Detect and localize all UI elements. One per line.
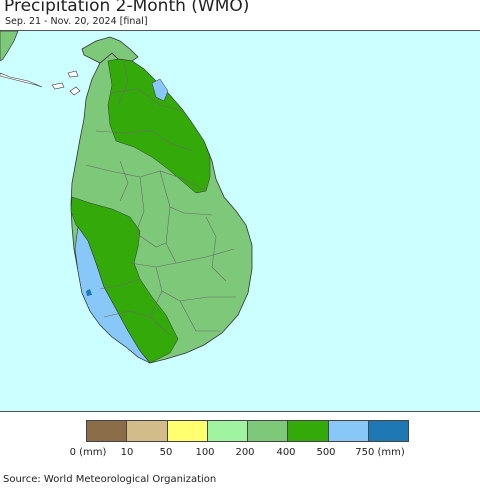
legend-tick-0: 0 (mm) [69, 447, 107, 458]
legend-swatch-3 [207, 421, 248, 441]
legend-swatch-1 [127, 421, 168, 441]
legend-swatch-6 [328, 421, 369, 441]
legend-swatch-4 [248, 421, 289, 441]
southwest-coast [74, 226, 151, 364]
india-landmass [0, 31, 19, 62]
legend-tick-5: 400 [276, 447, 296, 458]
legend-colorbar [86, 420, 409, 442]
legend-tick-2: 50 [159, 447, 173, 458]
trincomalee-spot [151, 78, 169, 102]
islets [51, 70, 81, 96]
north-band [107, 58, 211, 194]
legend-tick-6: 500 [316, 447, 336, 458]
legend-tick-4: 200 [235, 447, 255, 458]
legend-tick-3: 100 [195, 447, 215, 458]
legend-swatch-0 [87, 421, 128, 441]
map-title: Precipitation 2-Month (WMO) [4, 0, 250, 16]
map-area [0, 30, 480, 412]
legend-swatch-5 [288, 421, 329, 441]
map-subtitle: Sep. 21 - Nov. 20, 2024 [final] [5, 16, 148, 27]
legend-swatch-7 [368, 421, 408, 441]
southwest-small-spot [86, 289, 92, 296]
legend-swatch-2 [167, 421, 208, 441]
legend-tick-1: 10 [120, 447, 134, 458]
source-credit: Source: World Meteorological Organizatio… [3, 474, 217, 485]
legend-tick-7: 750 (mm) [355, 447, 405, 458]
district-boundaries [85, 60, 236, 336]
india-coast-islet [0, 72, 43, 88]
